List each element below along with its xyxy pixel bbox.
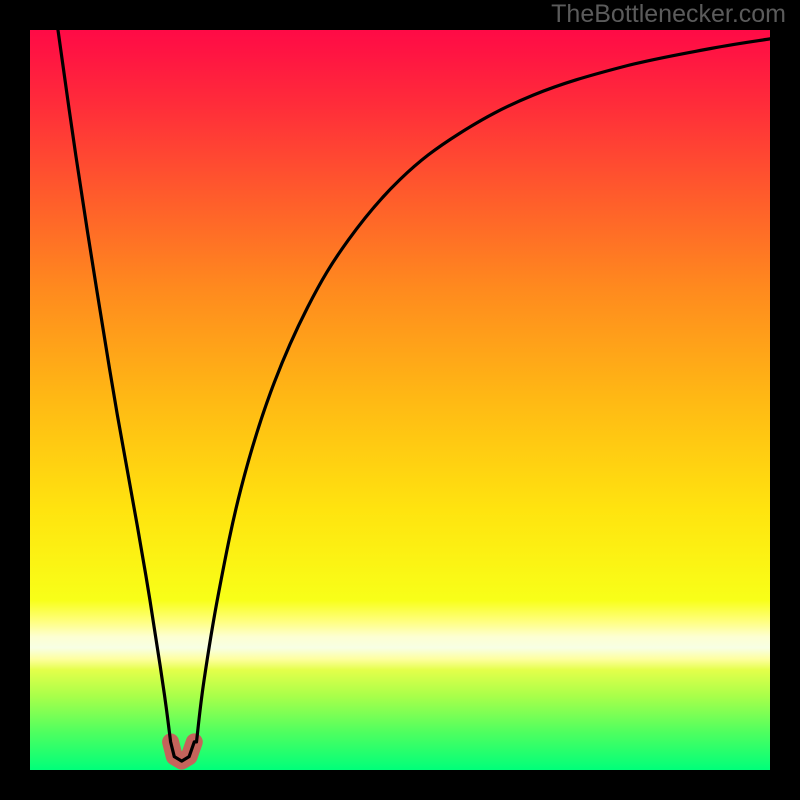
plot-area bbox=[30, 30, 770, 770]
bottleneck-curve bbox=[56, 30, 770, 761]
canvas-frame: TheBottlenecker.com bbox=[0, 0, 800, 800]
chart-svg-layer bbox=[30, 30, 770, 770]
watermark-text: TheBottlenecker.com bbox=[551, 0, 786, 29]
